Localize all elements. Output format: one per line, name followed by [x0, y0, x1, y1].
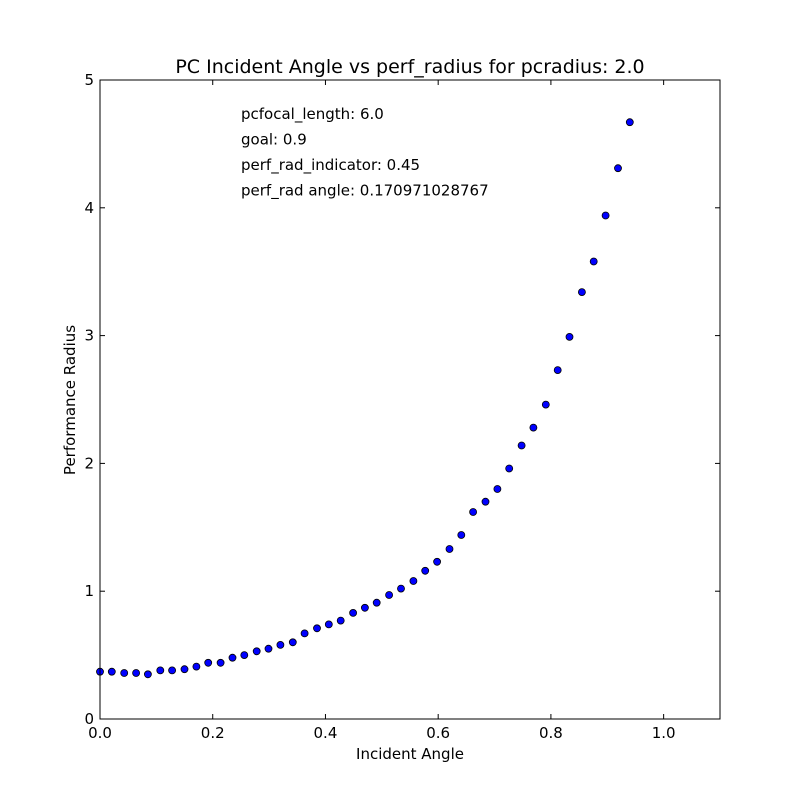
x-tick-label-4: 0.8	[539, 724, 563, 742]
annotation-line-2: perf_rad_indicator: 0.45	[241, 156, 420, 175]
data-point-24	[385, 591, 394, 599]
data-point-1	[107, 667, 116, 676]
data-point-42	[601, 211, 610, 220]
data-point-39	[565, 332, 574, 341]
data-point-16	[288, 638, 297, 647]
data-point-31	[469, 508, 478, 516]
y-tick-label-3: 3	[84, 327, 94, 345]
data-point-23	[372, 598, 381, 607]
x-axis-ticks: 0.0 0.2 0.4 0.6 0.8 1.0	[88, 80, 676, 742]
data-point-12	[240, 651, 249, 659]
data-point-34	[505, 464, 514, 473]
data-point-15	[276, 641, 285, 649]
data-point-10	[216, 658, 225, 667]
data-point-30	[457, 531, 466, 539]
data-point-40	[578, 288, 586, 297]
data-point-28	[433, 557, 442, 566]
annotation-line-3: perf_rad angle: 0.170971028767	[241, 182, 489, 201]
data-point-11	[228, 653, 237, 662]
data-point-20	[336, 616, 345, 625]
x-tick-label-1: 0.2	[201, 724, 225, 742]
data-point-5	[156, 666, 165, 675]
data-point-44	[625, 118, 634, 127]
annotation-line-1: goal: 0.9	[241, 131, 307, 149]
data-point-33	[493, 485, 502, 493]
data-point-17	[300, 629, 309, 638]
annotation-block: pcfocal_length: 6.0 goal: 0.9 perf_rad_ind…	[241, 105, 489, 201]
data-point-38	[553, 366, 562, 375]
x-tick-label-3: 0.6	[426, 724, 450, 742]
x-tick-label-2: 0.4	[314, 724, 338, 742]
data-point-9	[204, 658, 213, 667]
data-points	[96, 118, 634, 679]
data-point-25	[397, 584, 405, 593]
plot-area	[99, 79, 721, 720]
data-point-35	[517, 441, 526, 450]
data-point-22	[360, 603, 369, 612]
chart-title: PC Incident Angle vs perf_radius for pcr…	[175, 56, 644, 78]
data-point-18	[313, 624, 321, 633]
y-tick-label-2: 2	[84, 454, 94, 472]
data-point-26	[409, 577, 418, 585]
data-point-7	[180, 665, 189, 674]
data-point-8	[192, 662, 201, 671]
y-tick-label-0: 0	[84, 710, 94, 728]
data-point-19	[324, 620, 333, 629]
data-point-43	[614, 164, 622, 173]
y-tick-label-4: 4	[84, 199, 94, 217]
data-point-2	[120, 669, 129, 677]
data-point-13	[252, 647, 261, 656]
y-tick-label-5: 5	[84, 71, 94, 89]
x-axis-label: Incident Angle	[356, 745, 464, 763]
data-point-21	[349, 609, 358, 617]
y-axis-label: Performance Radius	[61, 325, 79, 475]
data-point-37	[541, 400, 550, 409]
y-axis-ticks: 0 1 2 3 4 5	[84, 71, 720, 728]
x-tick-label-5: 1.0	[652, 724, 676, 742]
annotation-line-0: pcfocal_length: 6.0	[241, 105, 384, 124]
data-point-29	[445, 545, 454, 553]
data-point-41	[589, 257, 598, 266]
data-point-14	[264, 644, 273, 653]
data-point-36	[529, 423, 538, 432]
data-point-27	[421, 566, 430, 575]
x-tick-label-0: 0.0	[88, 724, 112, 742]
data-point-3	[132, 669, 141, 677]
data-point-4	[143, 670, 152, 679]
y-tick-label-1: 1	[84, 582, 94, 600]
data-point-32	[481, 497, 490, 506]
data-point-6	[168, 666, 177, 675]
